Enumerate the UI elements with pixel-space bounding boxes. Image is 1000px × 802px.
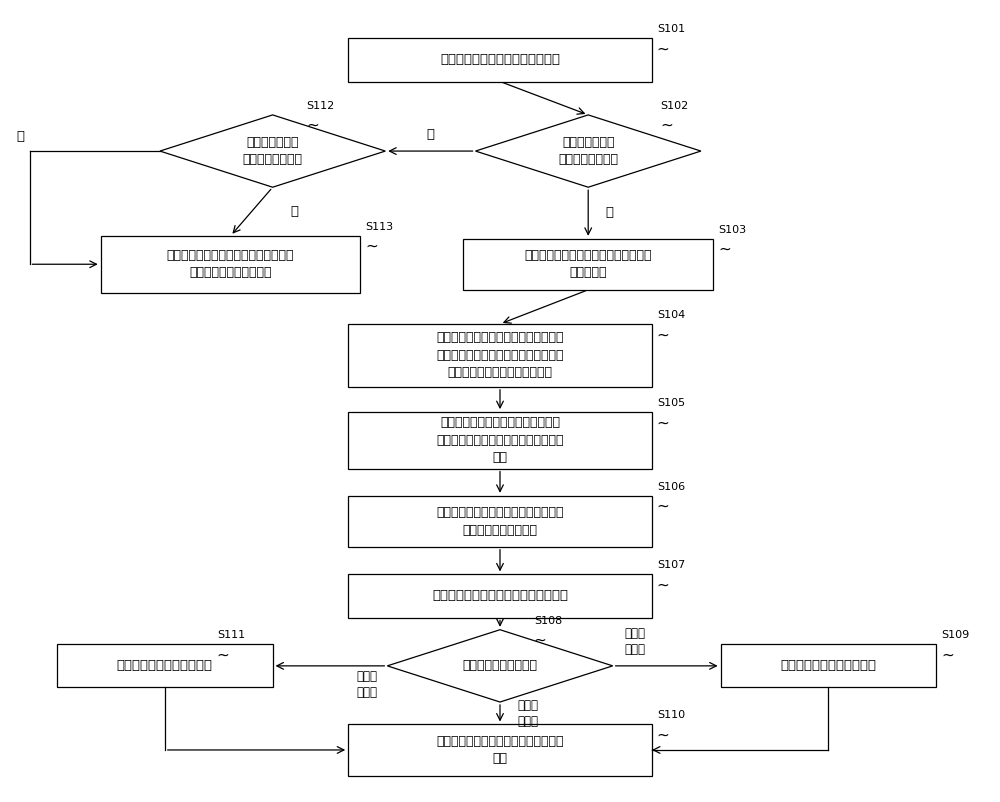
Polygon shape <box>160 115 385 187</box>
Text: S101: S101 <box>657 24 685 34</box>
Text: 对蒸汽区的蒸汽粒子进行识别，将识别
出的蒸汽粒子转换成点: 对蒸汽区的蒸汽粒子进行识别，将识别 出的蒸汽粒子转换成点 <box>436 506 564 537</box>
Text: 预测即将与烟丝区重合的点的预测个数: 预测即将与烟丝区重合的点的预测个数 <box>432 589 568 602</box>
Bar <box>348 724 652 776</box>
Bar <box>57 644 273 687</box>
Text: 否: 否 <box>17 130 25 144</box>
Text: 分别向蒸汽系统和多个摄像头发送相应
的启动指令: 分别向蒸汽系统和多个摄像头发送相应 的启动指令 <box>524 249 652 279</box>
Text: ~: ~ <box>661 118 673 133</box>
Text: ~: ~ <box>657 577 670 593</box>
Polygon shape <box>387 630 613 702</box>
Text: S107: S107 <box>657 561 685 570</box>
Text: 判断预测个数所属区间: 判断预测个数所属区间 <box>462 659 538 672</box>
Bar <box>348 412 652 468</box>
Text: ~: ~ <box>718 242 731 257</box>
Text: S106: S106 <box>657 482 685 492</box>
Text: 根据接收的拍摄图像创建三维空间模
型，三维空间模型至少包括蒸汽区和烟
丝区: 根据接收的拍摄图像创建三维空间模 型，三维空间模型至少包括蒸汽区和烟 丝区 <box>436 416 564 464</box>
Bar <box>348 496 652 547</box>
Bar <box>348 324 652 387</box>
Text: 实时接收湿度传感器发送的湿度值: 实时接收湿度传感器发送的湿度值 <box>440 54 560 67</box>
Bar <box>101 236 360 293</box>
Text: 实时接收多个摄像头发送的拍摄图像，
拍摄图像至少包含烟丝图像信息和蒸汽
系统生成的蒸汽的蒸汽图像信息: 实时接收多个摄像头发送的拍摄图像， 拍摄图像至少包含烟丝图像信息和蒸汽 系统生成… <box>436 331 564 379</box>
Text: 判定烟丝区的烟丝的水分处于合适的范
围内: 判定烟丝区的烟丝的水分处于合适的范 围内 <box>436 735 564 765</box>
Bar <box>348 574 652 618</box>
Text: ~: ~ <box>657 415 670 430</box>
Text: S102: S102 <box>661 101 689 111</box>
Text: S111: S111 <box>217 630 245 640</box>
Bar <box>720 644 936 687</box>
Text: S108: S108 <box>534 616 562 626</box>
Text: S105: S105 <box>657 398 685 408</box>
Text: S113: S113 <box>365 222 393 232</box>
Text: 属于第
二区间: 属于第 二区间 <box>518 699 539 727</box>
Polygon shape <box>476 115 701 187</box>
Text: ~: ~ <box>657 327 670 342</box>
Text: ~: ~ <box>941 647 954 662</box>
Bar <box>463 239 713 290</box>
Text: ~: ~ <box>306 118 319 133</box>
Text: ~: ~ <box>657 499 670 514</box>
Text: ~: ~ <box>657 727 670 743</box>
Text: 属于第
一区间: 属于第 一区间 <box>624 627 645 656</box>
Text: 是: 是 <box>290 205 298 218</box>
Text: S109: S109 <box>941 630 969 640</box>
Text: 判断湿度值是否
小于第一湿度阈值: 判断湿度值是否 小于第一湿度阈值 <box>558 136 618 166</box>
Text: 是: 是 <box>606 206 614 220</box>
Text: 否: 否 <box>426 128 434 141</box>
Text: 属于第
三区间: 属于第 三区间 <box>356 670 378 699</box>
Text: S110: S110 <box>657 711 685 720</box>
Text: 向排潮系统发送抽蒸汽指令: 向排潮系统发送抽蒸汽指令 <box>780 659 876 672</box>
Text: S104: S104 <box>657 310 685 320</box>
Text: ~: ~ <box>217 647 230 662</box>
Text: ~: ~ <box>365 239 378 254</box>
Bar <box>348 38 652 82</box>
Text: 向吹风系统发送吹温热风指令，同时向
排潮系统发送抽蒸汽指令: 向吹风系统发送吹温热风指令，同时向 排潮系统发送抽蒸汽指令 <box>167 249 294 279</box>
Text: 判断湿度值是否
大于第二湿度阈值: 判断湿度值是否 大于第二湿度阈值 <box>243 136 303 166</box>
Text: S112: S112 <box>306 101 335 111</box>
Text: S103: S103 <box>718 225 746 235</box>
Text: ~: ~ <box>657 42 670 56</box>
Text: 向蒸汽系统发送加蒸汽指令: 向蒸汽系统发送加蒸汽指令 <box>117 659 213 672</box>
Text: ~: ~ <box>534 633 547 648</box>
